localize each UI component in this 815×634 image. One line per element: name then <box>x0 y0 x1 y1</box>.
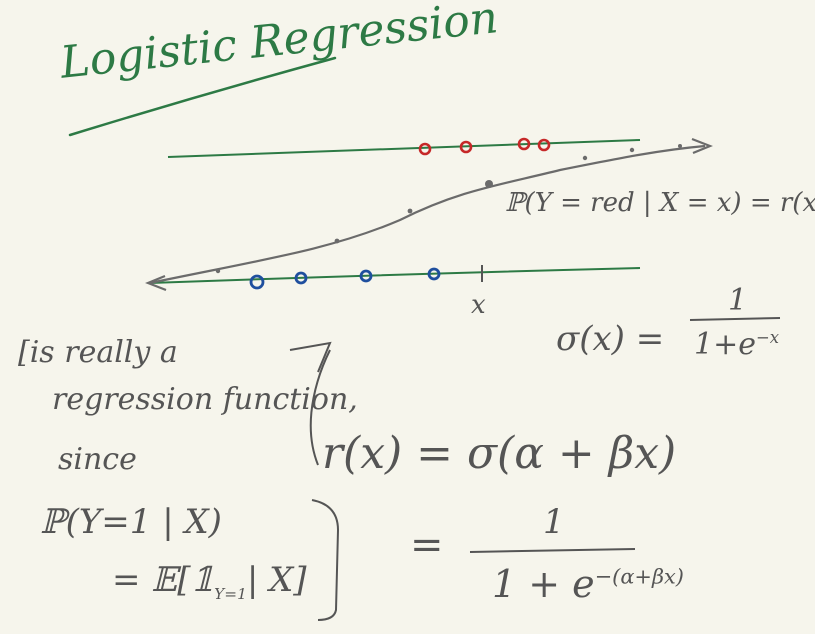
sigma-lhs: σ(x) = <box>556 319 665 359</box>
expectation-suffix: | X] <box>246 560 307 600</box>
indicator-symbol: 𝟙 <box>190 560 215 600</box>
indicator-subscript: Y=1 <box>214 584 247 603</box>
curve-points <box>215 144 682 274</box>
red-point <box>517 137 531 151</box>
blue-point <box>359 269 373 283</box>
final-numerator: 1 <box>543 502 565 542</box>
blue-point <box>427 267 441 281</box>
red-point <box>459 140 473 154</box>
expectation-line: = 𝔼[𝟙Y=1| X] <box>112 563 307 602</box>
final-denominator-exponent: −(α+βx) <box>594 564 684 589</box>
title-underline <box>68 56 337 137</box>
probability-expression: ℙ(Y = red | X = x) = r(x) <box>505 188 815 218</box>
note-line-2: regression function, <box>52 382 358 417</box>
red-points <box>418 137 551 156</box>
curved-arrow-head-icon <box>289 341 332 373</box>
bottom-class-line <box>149 267 641 284</box>
sigma-denominator-exponent: −x <box>755 328 780 347</box>
final-fraction-bar <box>469 548 636 553</box>
red-point <box>537 138 551 152</box>
arrow-right-icon <box>691 137 713 155</box>
curved-arrow <box>309 349 331 466</box>
sigma-fraction-bar <box>689 317 781 321</box>
sigma-denominator-base: 1+e <box>694 327 756 362</box>
closing-bracket <box>311 499 340 621</box>
blue-point <box>294 271 308 285</box>
x-axis-label: x <box>471 290 486 320</box>
red-point <box>418 142 432 156</box>
sigma-numerator: 1 <box>728 283 748 318</box>
final-equals: = <box>410 522 444 568</box>
expectation-prefix: = 𝔼[ <box>112 560 191 600</box>
final-denominator-base: 1 + e <box>492 562 595 606</box>
probability-line: ℙ(Y=1 | X) <box>40 502 222 542</box>
note-line-1: [is really a <box>18 335 178 370</box>
note-line-3: since <box>58 442 137 477</box>
sigma-denominator: 1+e−x <box>694 327 780 362</box>
sigmoid-curve <box>149 144 706 285</box>
arrow-left-icon <box>145 274 167 292</box>
blue-point <box>249 274 265 290</box>
top-class-line <box>167 139 641 158</box>
r-definition: r(x) = σ(α + βx) <box>322 428 677 479</box>
blue-points <box>249 267 441 290</box>
final-denominator: 1 + e−(α+βx) <box>492 565 684 603</box>
